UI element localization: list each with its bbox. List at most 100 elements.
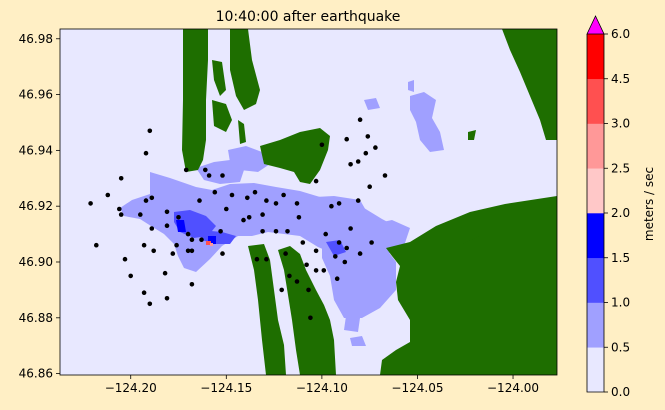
gauge-point [170,251,176,256]
gauge-point [174,242,179,248]
gauge-point [348,226,353,231]
gauge-point [88,201,93,206]
gauge-point [151,248,156,254]
gauge-point [373,145,378,150]
gauge-point [254,256,260,262]
gauge-point [264,198,269,203]
colorbar-tick-label: 3.0 [611,117,630,131]
colorbar-segment [587,257,604,303]
gauge-point [336,201,342,206]
y-tick-label: 46.86 [19,367,53,381]
gauge-point [365,134,371,139]
gauge-point [185,231,191,237]
colorbar-tick-label: 6.0 [611,27,630,41]
gauge-point [334,276,340,282]
y-tick-label: 46.98 [19,32,53,46]
gauge-point [300,240,306,245]
chart-title: 10:40:00 after earthquake [216,9,401,25]
gauge-point [149,226,155,231]
colorbar-tick-label: 1.0 [611,296,630,310]
gauge-point [229,192,235,198]
x-tick-label: −124.05 [391,381,443,395]
gauge-point [279,287,285,293]
gauge-point [183,167,189,173]
gauge-point [336,240,342,245]
gauge-point [333,254,338,259]
colorbar-segment [587,34,604,80]
x-tick-label: −124.15 [200,381,252,395]
gauge-point [122,256,128,262]
plot-frame [59,28,558,376]
gauge-point [147,128,153,134]
gauge-point [260,229,265,234]
gauge-point [118,212,124,217]
colorbar-segment [587,123,604,169]
colorbar: 0.0 0.5 1.0 1.5 2.0 2.5 3.0 4.5 6.0 [586,15,630,399]
gauge-point [203,167,208,173]
gauge-point [189,282,195,287]
gauge-point [128,273,133,279]
gauge-point [306,287,311,293]
colorbar-tick-label: 0.5 [611,340,630,354]
gauge-point [246,215,252,220]
x-axis: −124.20 −124.15 −124.10 −124.05 −124.00 [105,375,539,395]
gauge-point [220,251,225,256]
gauge-point [357,117,363,122]
gauge-point [321,268,327,273]
x-tick-label: −124.10 [296,381,348,395]
gauge-point [281,192,286,198]
gauge-point [283,251,288,256]
gauge-point [342,259,348,265]
gauge-point [369,240,374,245]
colorbar-tick-label: 0.0 [611,385,630,399]
x-tick-label: −124.00 [487,381,539,395]
gauge-point [294,279,300,284]
colorbar-extend-arrow [586,15,605,35]
gauge-point [189,248,195,254]
y-tick-label: 46.96 [19,88,53,102]
gauge-point [105,192,111,198]
colorbar-tick-label: 4.5 [611,72,630,86]
gauge-point [212,189,218,195]
gauge-point [94,242,99,248]
x-tick-label: −124.20 [105,381,157,395]
gauge-point [224,206,229,212]
colorbar-segment [587,302,604,348]
colorbar-segment [587,347,604,393]
gauge-point [294,201,300,206]
gauge-point [162,270,168,276]
gauge-point [252,189,258,195]
gauge-point [273,229,279,234]
gauge-point [206,173,212,178]
gauge-point [176,215,181,220]
gauge-point [185,248,191,254]
gauge-point [118,176,124,181]
gauge-point [220,173,225,178]
gauge-point [141,290,147,296]
gauge-point [143,198,149,203]
gauge-point [313,248,319,254]
gauge-point [367,184,373,189]
colorbar-segment [587,78,604,124]
gauge-point [382,173,388,178]
gauge-point [357,251,363,256]
gauge-point [319,142,325,148]
gauge-point [304,262,309,268]
gauge-point [287,273,292,279]
gauge-point [264,256,269,262]
gauge-point [199,237,204,242]
gauge-point [355,198,361,203]
colorbar-label: meters / sec [642,167,656,241]
gauge-point [344,245,350,251]
gauge-point [164,209,170,215]
gauge-point [189,237,195,242]
gauge-point [313,178,319,184]
gauge-point [308,315,313,321]
speed-contour-high [206,241,213,246]
land-mask [182,29,557,375]
colorbar-tick-label: 2.0 [611,206,630,220]
gauge-point [241,217,246,223]
gauge-point [355,159,361,164]
gauge-points [88,117,388,321]
